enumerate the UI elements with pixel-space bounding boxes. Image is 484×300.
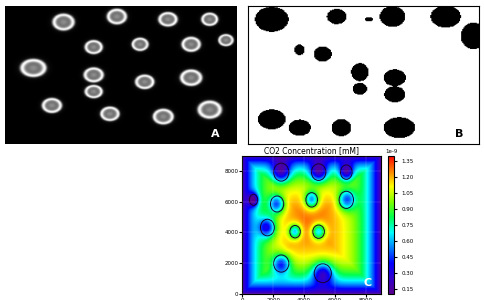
Title: 1e-9: 1e-9 [385, 149, 397, 154]
Text: C: C [363, 278, 371, 289]
Text: A: A [212, 129, 220, 139]
Text: B: B [454, 129, 463, 139]
Title: CO2 Concentration [mM]: CO2 Concentration [mM] [264, 146, 359, 155]
